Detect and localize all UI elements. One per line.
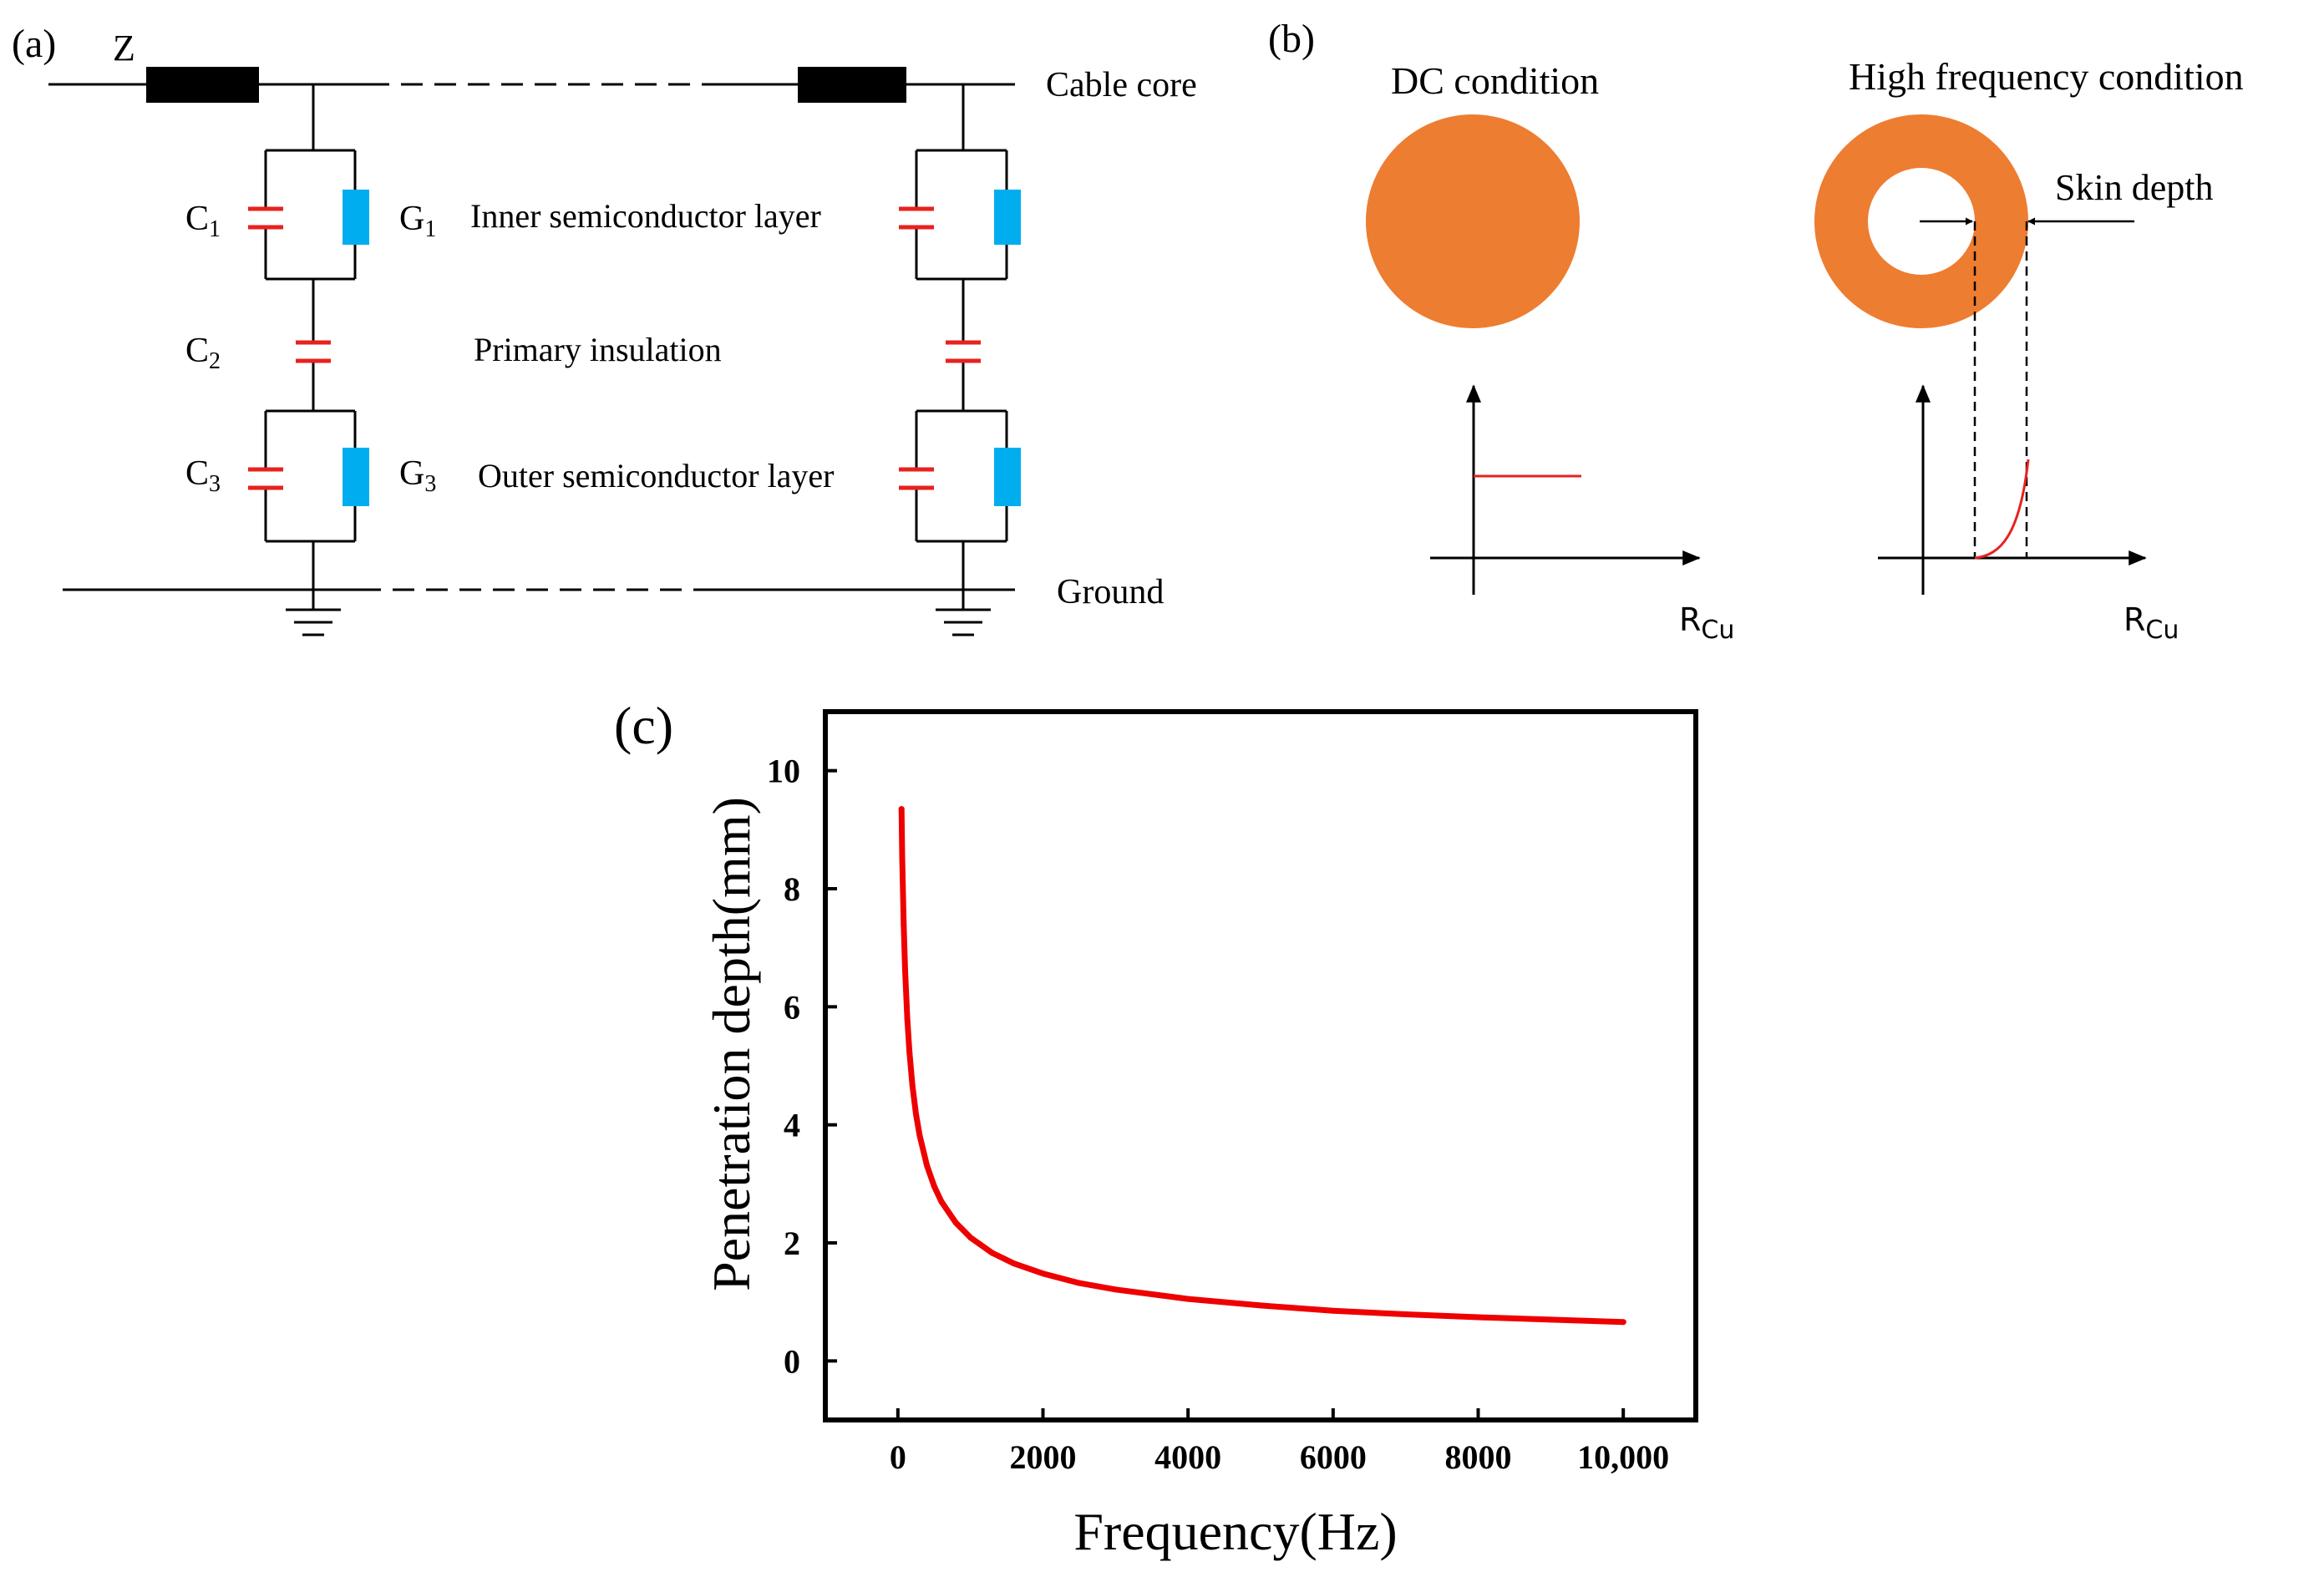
penetration-depth-chart: 0 2000 4000 6000 8000 10,000 0 2 4 6 8 10 Frequency(… <box>702 709 1698 1561</box>
data-point <box>1076 1280 1083 1286</box>
y-tick-label: 2 <box>784 1225 800 1262</box>
hf-title: High frequency condition <box>1849 55 2244 98</box>
x-axis-label: Frequency(Hz) <box>1073 1502 1397 1561</box>
data-point <box>909 1082 916 1088</box>
inner-layer-label: Inner semiconductor layer <box>470 197 821 235</box>
data-point <box>899 854 906 860</box>
data-point <box>1330 1307 1337 1314</box>
data-point <box>967 1235 974 1241</box>
impedance-label: Z <box>113 28 135 68</box>
data-point <box>938 1199 945 1204</box>
panel-a-label: (a) <box>12 22 56 66</box>
skin-depth-indicator <box>1920 217 2134 558</box>
dc-conductor-disc <box>1366 114 1580 328</box>
conductance-g1-left <box>343 190 369 245</box>
x-tick-label: 4000 <box>1154 1438 1221 1476</box>
ladder-left <box>264 84 357 636</box>
conductance-g3-right <box>994 448 1021 506</box>
ground-label: Ground <box>1057 573 1164 611</box>
x-tick-label: 10,000 <box>1577 1438 1669 1476</box>
hf-current-density-curve <box>1974 459 2030 560</box>
x-tick-label: 8000 <box>1445 1438 1512 1476</box>
dc-axis-label: RCu <box>1679 601 1734 645</box>
dc-title: DC condition <box>1391 59 1599 102</box>
cable-core-label: Cable core <box>1046 66 1197 104</box>
c3-label: C3 <box>185 454 221 497</box>
data-point <box>1011 1260 1017 1267</box>
data-point <box>1040 1270 1046 1277</box>
plot-frame <box>823 709 1698 1422</box>
panel-b-label: (b) <box>1268 17 1315 61</box>
insulation-label: Primary insulation <box>474 331 722 368</box>
c2-label: C2 <box>185 332 221 374</box>
panel-b: (b) DC condition High frequency conditio… <box>1268 17 2244 645</box>
data-point <box>898 806 905 813</box>
series-impedance-left <box>146 67 259 103</box>
y-tick-label: 4 <box>784 1107 800 1144</box>
conductance-g1-right <box>994 190 1021 245</box>
g1-label: G1 <box>399 200 436 242</box>
penetration-depth-series-line <box>898 806 1626 1326</box>
dc-axes <box>1430 384 1701 595</box>
capacitor-c3-left <box>248 467 283 490</box>
data-point <box>924 1162 931 1169</box>
x-tick-label: 6000 <box>1300 1438 1367 1476</box>
y-axis-label: Penetration depth(mm) <box>702 797 761 1291</box>
x-tick-label: 0 <box>890 1438 906 1476</box>
data-point <box>1185 1296 1191 1302</box>
data-point <box>1257 1302 1264 1309</box>
conductance-g3-left <box>343 448 369 506</box>
data-point <box>1112 1286 1119 1293</box>
data-point <box>906 1049 913 1056</box>
y-tick-label: 8 <box>784 870 800 908</box>
c1-label: C1 <box>185 200 221 242</box>
hf-axes <box>1878 384 2147 595</box>
capacitor-c3-right <box>899 467 934 490</box>
ladder-right <box>915 84 1008 636</box>
capacitor-c2-left <box>296 340 331 363</box>
data-point <box>989 1250 996 1256</box>
data-point <box>916 1132 923 1138</box>
data-point <box>902 967 908 974</box>
capacitor-c1-left <box>248 206 283 230</box>
data-point <box>952 1220 959 1226</box>
skin-depth-label: Skin depth <box>2055 167 2213 208</box>
x-tick-label: 2000 <box>1010 1438 1077 1476</box>
panel-c-label: (c) <box>614 696 673 755</box>
panel-c: (c) 0 2000 4000 6000 8000 10,000 0 2 4 6 8 10 Freque… <box>614 696 1698 1561</box>
data-point <box>1403 1311 1409 1317</box>
y-tick-label: 10 <box>767 753 800 790</box>
data-point <box>931 1183 937 1189</box>
y-tick-label: 6 <box>784 988 800 1026</box>
outer-layer-label: Outer semiconductor layer <box>478 457 835 494</box>
data-point <box>1547 1316 1554 1323</box>
data-point <box>913 1111 919 1118</box>
hf-axis-label: RCu <box>2124 601 2179 645</box>
data-point <box>901 921 907 928</box>
data-point <box>1475 1314 1481 1321</box>
data-point <box>1620 1319 1626 1326</box>
capacitor-c2-right <box>946 340 981 363</box>
capacitor-c1-right <box>899 206 934 230</box>
series-impedance-right <box>798 67 906 103</box>
y-tick-label: 0 <box>784 1342 800 1380</box>
data-point <box>904 1016 911 1022</box>
panel-a: (a) Z Cable core Ground <box>12 22 1197 636</box>
g3-label: G3 <box>399 454 436 497</box>
